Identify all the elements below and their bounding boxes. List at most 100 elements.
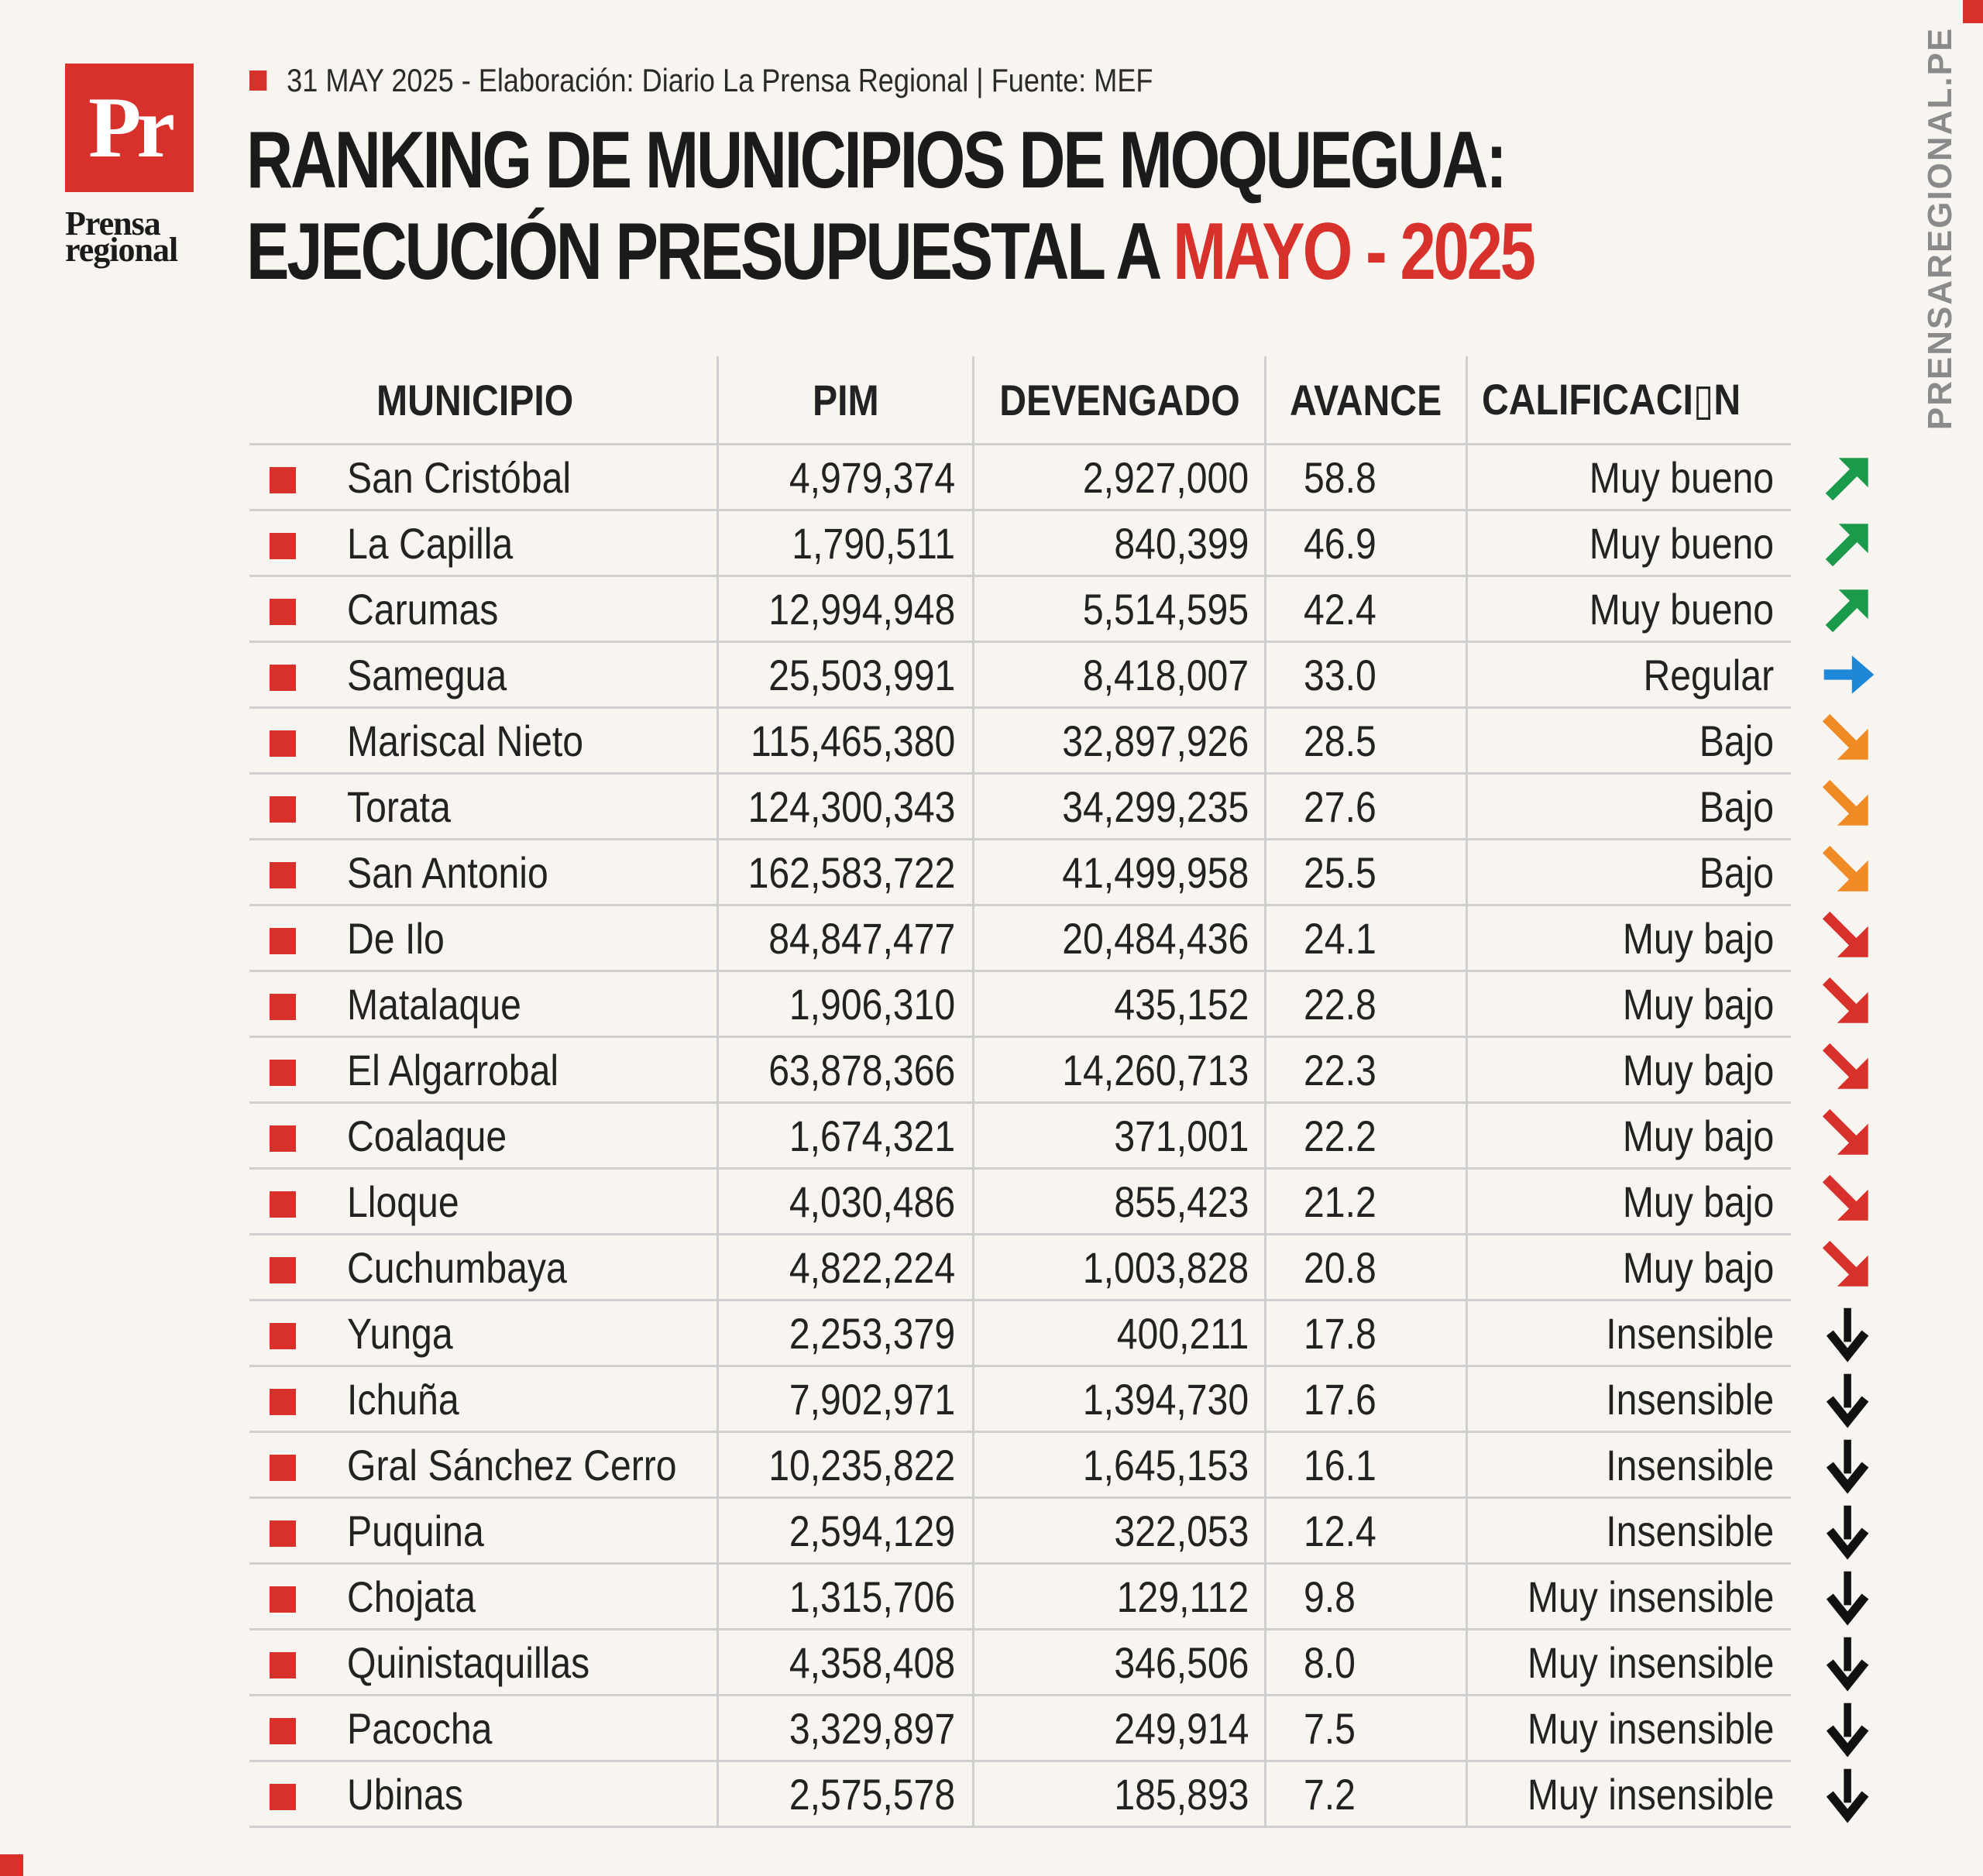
arrow-down-right-icon <box>1814 1235 1884 1299</box>
cell-calificacion: Muy bueno <box>1589 518 1774 568</box>
arrow-up-right-icon <box>1814 445 1884 509</box>
table-row: Pacocha 3,329,897 249,914 7.5 Muy insensible <box>249 1696 1869 1762</box>
row-bullet-icon <box>270 1191 296 1218</box>
cell-municipio: Coalaque <box>249 1104 719 1167</box>
cell-municipio: Ichuña <box>249 1367 719 1431</box>
table-row: Carumas 12,994,948 5,514,595 42.4 Muy bueno <box>249 577 1868 643</box>
cell-avance: 33.0 <box>1266 643 1468 706</box>
cell-devengado: 129,112 <box>974 1565 1266 1628</box>
cell-calificacion: Regular <box>1643 650 1774 699</box>
arrow-up-right-icon <box>1814 577 1884 641</box>
cell-devengado: 322,053 <box>974 1499 1266 1562</box>
brand-line-2: regional <box>65 231 178 269</box>
cell-avance: 22.3 <box>1266 1038 1468 1101</box>
cell-pim: 4,822,224 <box>719 1235 974 1299</box>
cell-avance: 58.8 <box>1266 445 1468 509</box>
cell-calificacion: Bajo <box>1699 847 1774 897</box>
row-bullet-icon <box>270 1455 296 1481</box>
cell-devengado: 2,927,000 <box>974 445 1266 509</box>
row-bullet-icon <box>270 994 296 1020</box>
table-row: Cuchumbaya 4,822,224 1,003,828 20.8 Muy bajo <box>249 1235 1868 1301</box>
row-bullet-icon <box>270 1060 296 1086</box>
row-bullet-icon <box>270 928 296 954</box>
cell-avance: 12.4 <box>1266 1499 1468 1562</box>
page-title: RANKING DE MUNICIPIOS DE MOQUEGUA: EJECU… <box>246 115 1536 297</box>
cell-avance: 17.8 <box>1266 1301 1468 1365</box>
cell-municipio: Ubinas <box>249 1762 719 1826</box>
table-row: Yunga 2,253,379 400,211 17.8 Insensible <box>249 1301 1869 1367</box>
table-row: De Ilo 84,847,477 20,484,436 24.1 Muy bajo <box>249 906 1868 972</box>
row-bullet-icon <box>270 533 296 559</box>
table-row: San Cristóbal 4,979,374 2,927,000 58.8 Muy b… <box>249 445 1868 511</box>
row-bullet-icon <box>270 467 296 493</box>
table-row: Coalaque 1,674,321 371,001 22.2 Muy bajo <box>249 1104 1868 1170</box>
meta-line: 31 MAY 2025 - Elaboración: Diario La Pre… <box>249 59 1153 102</box>
row-bullet-icon <box>270 599 296 625</box>
cell-pim: 84,847,477 <box>719 906 974 970</box>
row-bullet-icon <box>270 1389 296 1415</box>
arrow-down-right-icon <box>1814 906 1884 970</box>
cell-pim: 4,358,408 <box>719 1630 974 1694</box>
cell-pim: 10,235,822 <box>719 1433 974 1496</box>
cell-calificacion: Insensible <box>1606 1506 1774 1555</box>
table-row: Gral Sánchez Cerro 10,235,822 1,645,153 16.… <box>249 1433 1869 1499</box>
cell-municipio: Puquina <box>249 1499 719 1562</box>
cell-municipio: Mariscal Nieto <box>249 709 719 772</box>
cell-calificacion: Muy insensible <box>1527 1769 1774 1819</box>
cell-avance: 27.6 <box>1266 775 1468 838</box>
cell-devengado: 14,260,713 <box>974 1038 1266 1101</box>
cell-calificacion: Insensible <box>1606 1374 1774 1424</box>
cell-avance: 17.6 <box>1266 1367 1468 1431</box>
cell-devengado: 185,893 <box>974 1762 1266 1826</box>
meta-square-icon <box>249 70 267 91</box>
title-line-1: RANKING DE MUNICIPIOS DE MOQUEGUA: <box>246 115 1507 205</box>
cell-calificacion: Bajo <box>1699 716 1774 765</box>
table-row: Quinistaquillas 4,358,408 346,506 8.0 Muy in… <box>249 1630 1869 1696</box>
title-line-2: EJECUCIÓN PRESUPUESTAL A MAYO - 2025 <box>246 206 1536 297</box>
cell-pim: 1,790,511 <box>719 511 974 575</box>
cell-municipio: Quinistaquillas <box>249 1630 719 1694</box>
arrow-down-right-icon <box>1814 1104 1884 1167</box>
cell-devengado: 371,001 <box>974 1104 1266 1167</box>
table-row: Ichuña 7,902,971 1,394,730 17.6 Insensible <box>249 1367 1869 1433</box>
arrow-down-icon <box>1814 1433 1884 1496</box>
cell-pim: 12,994,948 <box>719 577 974 641</box>
cell-pim: 115,465,380 <box>719 709 974 772</box>
table-row: El Algarrobal 63,878,366 14,260,713 22.3 Muy… <box>249 1038 1868 1104</box>
cell-municipio: Pacocha <box>249 1696 719 1760</box>
cell-calificacion: Muy insensible <box>1527 1703 1774 1753</box>
table-row: Ubinas 2,575,578 185,893 7.2 Muy insensible <box>249 1762 1869 1828</box>
arrow-down-icon <box>1814 1696 1884 1760</box>
cell-calificacion: Insensible <box>1606 1308 1774 1358</box>
arrow-down-icon <box>1814 1301 1884 1365</box>
cell-calificacion: Insensible <box>1606 1440 1774 1489</box>
corner-accent-top-right <box>1963 0 1983 23</box>
cell-avance: 28.5 <box>1266 709 1468 772</box>
table-row: Lloque 4,030,486 855,423 21.2 Muy bajo <box>249 1170 1868 1235</box>
cell-calificacion: Muy bajo <box>1622 979 1774 1029</box>
title-line-2-main: EJECUCIÓN PRESUPUESTAL A <box>246 207 1173 297</box>
cell-devengado: 32,897,926 <box>974 709 1266 772</box>
header-municipio: MUNICIPIO <box>249 356 719 443</box>
cell-devengado: 346,506 <box>974 1630 1266 1694</box>
row-bullet-icon <box>270 1586 296 1613</box>
cell-pim: 4,979,374 <box>719 445 974 509</box>
arrow-right-icon <box>1814 643 1884 706</box>
cell-municipio: Yunga <box>249 1301 719 1365</box>
cell-municipio: Lloque <box>249 1170 719 1233</box>
arrow-down-icon <box>1814 1565 1884 1628</box>
cell-devengado: 5,514,595 <box>974 577 1266 641</box>
row-bullet-icon <box>270 862 296 888</box>
row-bullet-icon <box>270 1784 296 1810</box>
cell-devengado: 41,499,958 <box>974 840 1266 904</box>
cell-avance: 7.2 <box>1266 1762 1468 1826</box>
table-row: La Capilla 1,790,511 840,399 46.9 Muy bueno <box>249 511 1868 577</box>
cell-pim: 1,674,321 <box>719 1104 974 1167</box>
arrow-down-right-icon <box>1814 840 1884 904</box>
arrow-down-right-icon <box>1814 1170 1884 1233</box>
arrow-up-right-icon <box>1814 511 1884 575</box>
cell-municipio: Carumas <box>249 577 719 641</box>
cell-municipio: Chojata <box>249 1565 719 1628</box>
cell-pim: 63,878,366 <box>719 1038 974 1101</box>
cell-calificacion: Muy bajo <box>1622 1242 1774 1292</box>
